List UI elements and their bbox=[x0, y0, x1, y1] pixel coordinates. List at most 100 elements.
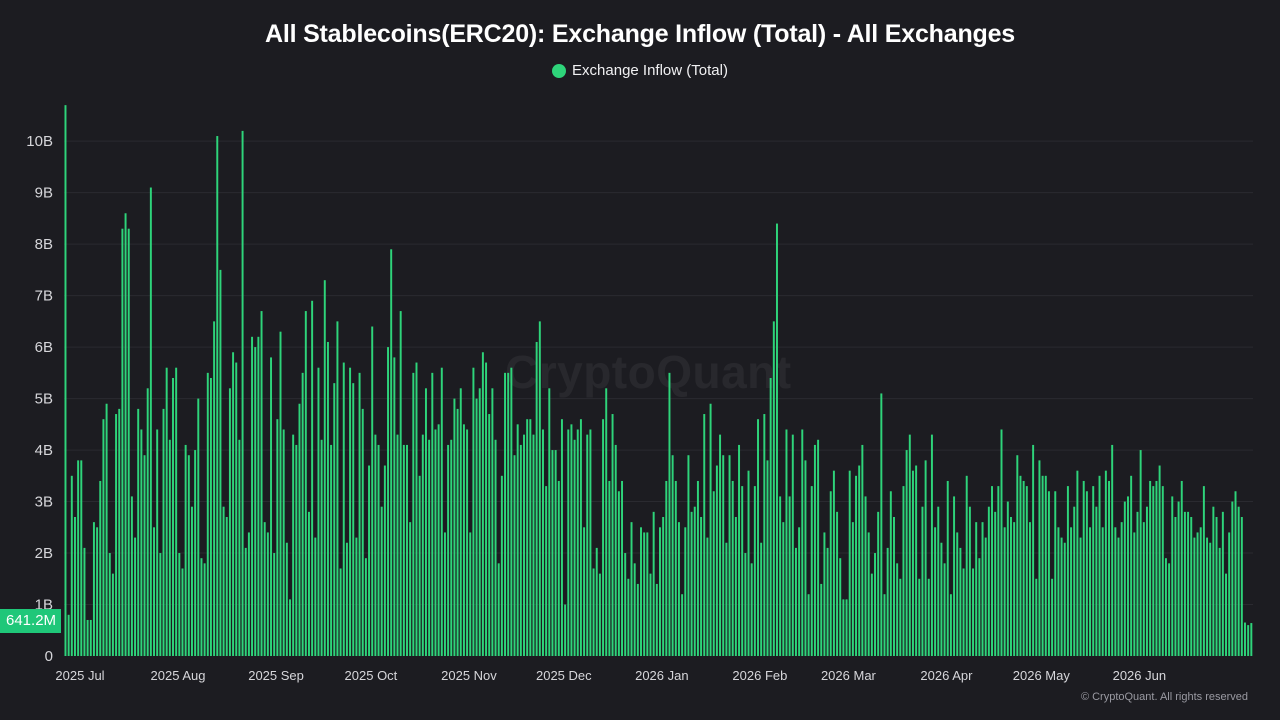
bar[interactable] bbox=[1174, 517, 1177, 656]
bar[interactable] bbox=[690, 511, 693, 656]
bar[interactable] bbox=[453, 398, 456, 656]
bar[interactable] bbox=[1120, 522, 1123, 656]
bar[interactable] bbox=[902, 486, 905, 656]
bar[interactable] bbox=[573, 439, 576, 656]
bar[interactable] bbox=[143, 455, 146, 656]
bar[interactable] bbox=[554, 450, 557, 656]
bar[interactable] bbox=[636, 583, 639, 656]
bar[interactable] bbox=[175, 367, 178, 656]
bar[interactable] bbox=[1117, 537, 1120, 656]
bar[interactable] bbox=[1054, 491, 1057, 656]
bar[interactable] bbox=[994, 511, 997, 656]
bar[interactable] bbox=[1133, 532, 1136, 656]
bar[interactable] bbox=[836, 511, 839, 656]
bar[interactable] bbox=[409, 522, 412, 656]
bar[interactable] bbox=[1127, 496, 1129, 656]
bar[interactable] bbox=[1196, 532, 1199, 656]
bar[interactable] bbox=[1161, 486, 1164, 656]
bar[interactable] bbox=[1237, 506, 1240, 656]
bar[interactable] bbox=[1041, 475, 1044, 656]
bar[interactable] bbox=[447, 444, 450, 656]
bar[interactable] bbox=[149, 187, 152, 656]
bar[interactable] bbox=[516, 424, 519, 656]
bar[interactable] bbox=[700, 517, 703, 656]
bar[interactable] bbox=[595, 547, 598, 656]
bar[interactable] bbox=[953, 496, 956, 656]
bar[interactable] bbox=[1114, 527, 1117, 656]
bar[interactable] bbox=[1060, 537, 1063, 656]
bar[interactable] bbox=[1155, 480, 1158, 656]
bar[interactable] bbox=[978, 558, 981, 656]
bar[interactable] bbox=[352, 383, 355, 656]
bar[interactable] bbox=[273, 553, 276, 656]
bar[interactable] bbox=[1082, 480, 1085, 656]
bar[interactable] bbox=[504, 372, 507, 656]
bar[interactable] bbox=[1016, 455, 1019, 656]
bar[interactable] bbox=[741, 486, 744, 656]
bar[interactable] bbox=[1108, 480, 1110, 656]
bar[interactable] bbox=[1234, 491, 1237, 656]
bar[interactable] bbox=[235, 362, 238, 656]
bar[interactable] bbox=[241, 130, 244, 656]
bar[interactable] bbox=[99, 480, 102, 656]
bar[interactable] bbox=[301, 372, 304, 656]
bar[interactable] bbox=[437, 424, 440, 656]
bar[interactable] bbox=[178, 553, 181, 656]
bar[interactable] bbox=[1035, 578, 1038, 656]
bar[interactable] bbox=[532, 434, 535, 656]
bar[interactable] bbox=[1003, 527, 1006, 656]
bar[interactable] bbox=[984, 537, 987, 656]
bar[interactable] bbox=[1145, 506, 1148, 656]
bar[interactable] bbox=[946, 480, 949, 656]
bar[interactable] bbox=[640, 527, 642, 656]
bar[interactable] bbox=[545, 486, 548, 656]
bar[interactable] bbox=[462, 424, 465, 656]
bar[interactable] bbox=[364, 558, 367, 656]
bar[interactable] bbox=[915, 465, 918, 656]
bar[interactable] bbox=[1139, 450, 1142, 656]
bar[interactable] bbox=[285, 542, 288, 656]
bar[interactable] bbox=[510, 367, 513, 656]
bar[interactable] bbox=[1010, 517, 1012, 656]
bar[interactable] bbox=[557, 480, 560, 656]
bar[interactable] bbox=[412, 372, 415, 656]
bar[interactable] bbox=[1218, 547, 1221, 656]
bar[interactable] bbox=[342, 362, 345, 656]
bar[interactable] bbox=[317, 367, 320, 656]
bar[interactable] bbox=[1000, 429, 1003, 656]
bar[interactable] bbox=[1250, 623, 1253, 656]
bar[interactable] bbox=[813, 444, 816, 656]
bar[interactable] bbox=[858, 465, 861, 656]
bar[interactable] bbox=[92, 522, 95, 656]
bar[interactable] bbox=[270, 357, 273, 656]
bar[interactable] bbox=[1221, 511, 1224, 656]
bar[interactable] bbox=[839, 558, 842, 656]
bar[interactable] bbox=[949, 594, 952, 656]
bar[interactable] bbox=[886, 547, 889, 656]
bar[interactable] bbox=[997, 486, 1000, 656]
bar[interactable] bbox=[330, 444, 333, 656]
bar[interactable] bbox=[1104, 470, 1107, 656]
bar[interactable] bbox=[159, 553, 162, 656]
bar[interactable] bbox=[355, 537, 358, 656]
bar[interactable] bbox=[1057, 527, 1060, 656]
bar[interactable] bbox=[225, 517, 228, 656]
bar[interactable] bbox=[810, 486, 813, 656]
bar[interactable] bbox=[684, 527, 687, 656]
bar[interactable] bbox=[326, 341, 329, 656]
bar[interactable] bbox=[1171, 496, 1174, 656]
bar[interactable] bbox=[361, 408, 364, 656]
bar[interactable] bbox=[728, 455, 731, 656]
bar[interactable] bbox=[371, 326, 374, 656]
bar[interactable] bbox=[70, 475, 73, 656]
bar[interactable] bbox=[602, 419, 605, 656]
bar[interactable] bbox=[1199, 527, 1202, 656]
bar[interactable] bbox=[203, 563, 206, 656]
bar[interactable] bbox=[861, 444, 864, 656]
bar[interactable] bbox=[696, 480, 699, 656]
bar[interactable] bbox=[804, 460, 807, 656]
bar[interactable] bbox=[927, 578, 930, 656]
bar[interactable] bbox=[298, 403, 301, 656]
bar[interactable] bbox=[779, 496, 782, 656]
bar[interactable] bbox=[478, 388, 481, 656]
